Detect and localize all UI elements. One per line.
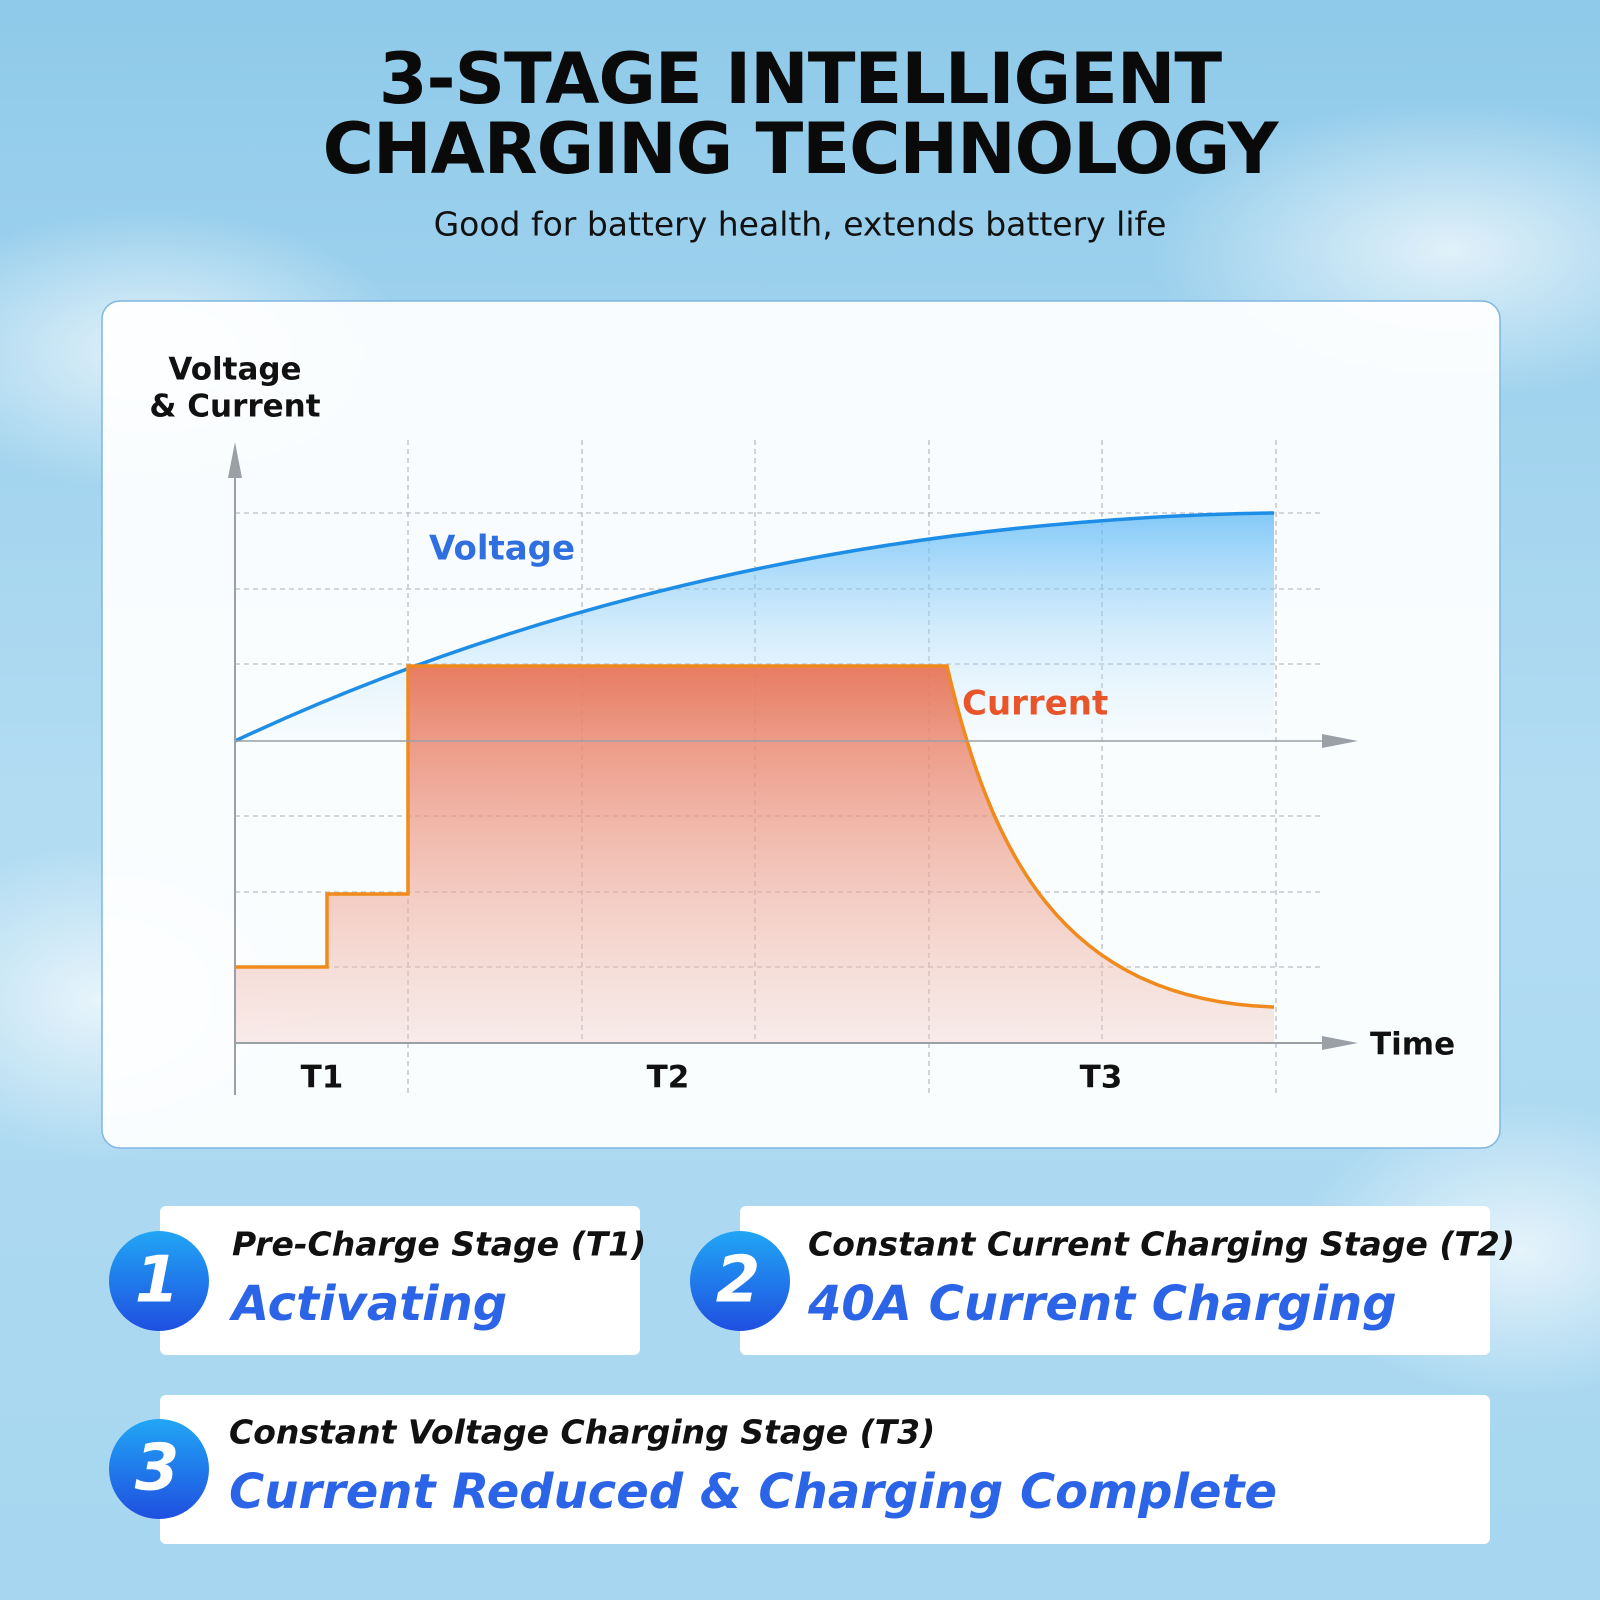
y-axis-title: Voltage [168,352,301,388]
stage-card: 3 Constant Voltage Charging Stage (T3) C… [109,1395,1490,1544]
stage-card: 2 Constant Current Charging Stage (T2) 4… [690,1206,1515,1355]
card [160,1206,640,1355]
stage-headline: Activating [228,1276,507,1332]
current-area [235,666,1274,1043]
badge [690,1231,790,1331]
y-arrow [228,442,242,478]
title: CHARGING TECHNOLOGY [323,108,1280,190]
stage-headline: 40A Current Charging [807,1276,1397,1332]
voltage-label: Voltage [429,529,575,569]
mid-arrow [1322,734,1358,748]
card [740,1206,1490,1355]
axes [228,442,1358,1095]
stage-name: Constant Current Charging Stage (T2) [808,1225,1515,1264]
x-arrow [1322,1036,1358,1050]
stage-number: 3 [135,1432,180,1506]
stage-headline: Current Reduced & Charging Complete [229,1464,1277,1520]
title: 3-STAGE INTELLIGENT [379,38,1223,120]
subtitle: Good for battery health, extends battery… [434,205,1167,244]
stage-number: 2 [716,1244,761,1318]
y-axis-title: & Current [149,389,320,425]
current-label: Current [962,684,1108,724]
stage-number: 1 [135,1244,180,1318]
voltage-curve [234,511,1275,743]
x-axis-title: Time [1370,1027,1455,1063]
period-label: T3 [1080,1060,1123,1096]
badge [109,1419,209,1519]
current-curve [235,664,1275,1009]
card [160,1395,1490,1544]
period-label: T2 [647,1060,690,1096]
badge [109,1231,209,1331]
period-label: T1 [301,1060,344,1096]
stage-name: Constant Voltage Charging Stage (T3) [229,1413,935,1452]
stage-card: 1 Pre-Charge Stage (T1) Activating [109,1206,646,1355]
stage-name: Pre-Charge Stage (T1) [232,1225,646,1264]
